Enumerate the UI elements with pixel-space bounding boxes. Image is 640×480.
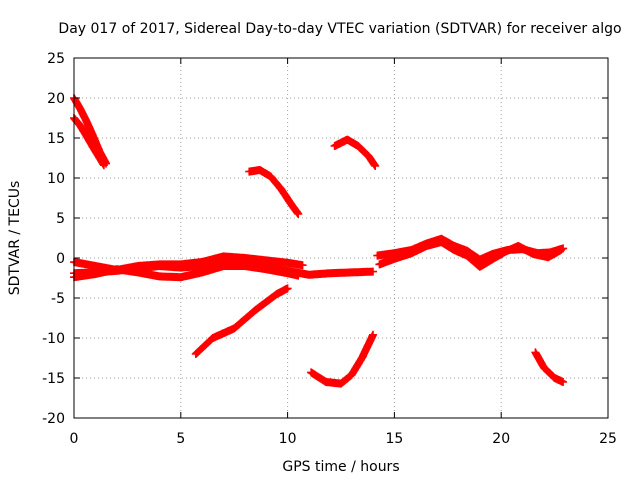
y-tick-label: 25 (47, 51, 65, 67)
data-series-arc-9 (307, 330, 377, 388)
data-series-arc-12 (531, 348, 568, 386)
y-tick-label: 15 (47, 131, 65, 147)
data-points (330, 135, 380, 170)
data-series-arc-8 (330, 135, 380, 170)
y-axis-ticks: -20 -15 -10 -5 0 5 10 15 20 25 (42, 51, 608, 427)
data-series-arc-11 (375, 238, 565, 271)
y-tick-label: -10 (42, 331, 65, 347)
x-tick-label: 15 (385, 431, 403, 447)
x-axis-ticks: 0 5 10 15 20 25 (70, 58, 617, 447)
x-tick-label: 25 (599, 431, 617, 447)
data-series-arc-7 (191, 284, 292, 358)
x-tick-label: 20 (492, 431, 510, 447)
x-axis-label: GPS time / hours (282, 459, 399, 475)
y-tick-label: -15 (42, 371, 65, 387)
data-points (70, 94, 110, 168)
data-points (191, 284, 292, 358)
chart-title: Day 017 of 2017, Sidereal Day-to-day VTE… (58, 21, 621, 37)
data-points (375, 238, 565, 271)
y-tick-label: 20 (47, 91, 65, 107)
y-tick-label: 5 (56, 211, 65, 227)
y-tick-label: 10 (47, 171, 65, 187)
y-tick-label: -20 (42, 411, 65, 427)
data-points (245, 166, 303, 218)
y-axis-label: SDTVAR / TECUs (7, 181, 23, 296)
data-series-arc-1 (70, 94, 110, 168)
plot-frame (73, 57, 609, 419)
x-tick-label: 0 (70, 431, 79, 447)
data-points (307, 330, 377, 388)
y-tick-label: 0 (56, 251, 65, 267)
x-tick-label: 10 (279, 431, 297, 447)
x-tick-label: 5 (176, 431, 185, 447)
data-series-arc-6 (245, 166, 303, 218)
data-points (531, 348, 568, 386)
y-tick-label: -5 (51, 291, 65, 307)
grid (74, 58, 608, 418)
